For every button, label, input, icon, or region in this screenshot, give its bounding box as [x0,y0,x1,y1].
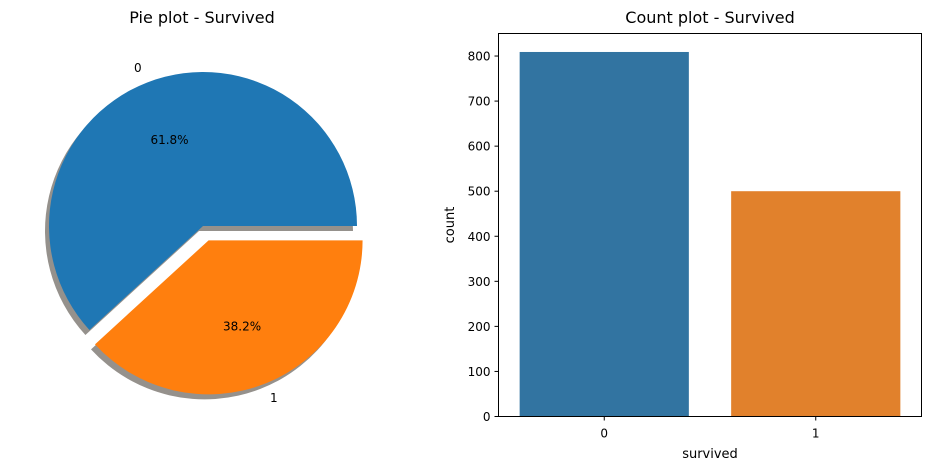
pie-title: Pie plot - Survived [129,8,275,27]
pie-slice-0 [48,72,358,331]
plot-frame [498,33,922,417]
pie-label-1: 1 [270,391,278,405]
pie-pct-label-1: 38.2% [223,319,261,333]
bars [519,51,901,417]
y-tick-label-400: 400 [468,230,491,244]
y-tick-label-200: 200 [468,320,491,334]
y-tick-label-300: 300 [468,275,491,289]
y-axis-ticks: 0 100 200 300 400 500 600 700 800 [468,50,499,424]
y-tick-label-0: 0 [483,410,491,424]
y-tick-label-700: 700 [468,95,491,109]
bar-0 [519,51,689,417]
pie-chart: Pie plot - Survived 0 61.8% 1 38.2% [44,8,363,405]
y-axis-label: count [443,207,458,244]
x-axis-label: survived [682,447,738,462]
pie-slices [48,72,363,395]
bar-chart: Count plot - Survived 010020030040050060… [443,8,922,462]
bar-title: Count plot - Survived [625,8,794,27]
x-tick-label-0: 0 [600,427,608,441]
y-tick-label-500: 500 [468,185,491,199]
pie-texts: 0 61.8% 1 38.2% [134,61,278,405]
y-tick-label-600: 600 [468,140,491,154]
pie-label-0: 0 [134,61,142,75]
bar-1 [731,191,901,417]
pie-slice-1 [95,240,363,395]
y-tick-label-800: 800 [468,50,491,64]
y-tick-label-100: 100 [468,365,491,379]
pie-pct-label-0: 61.8% [150,133,188,147]
x-tick-label-1: 1 [812,427,820,441]
